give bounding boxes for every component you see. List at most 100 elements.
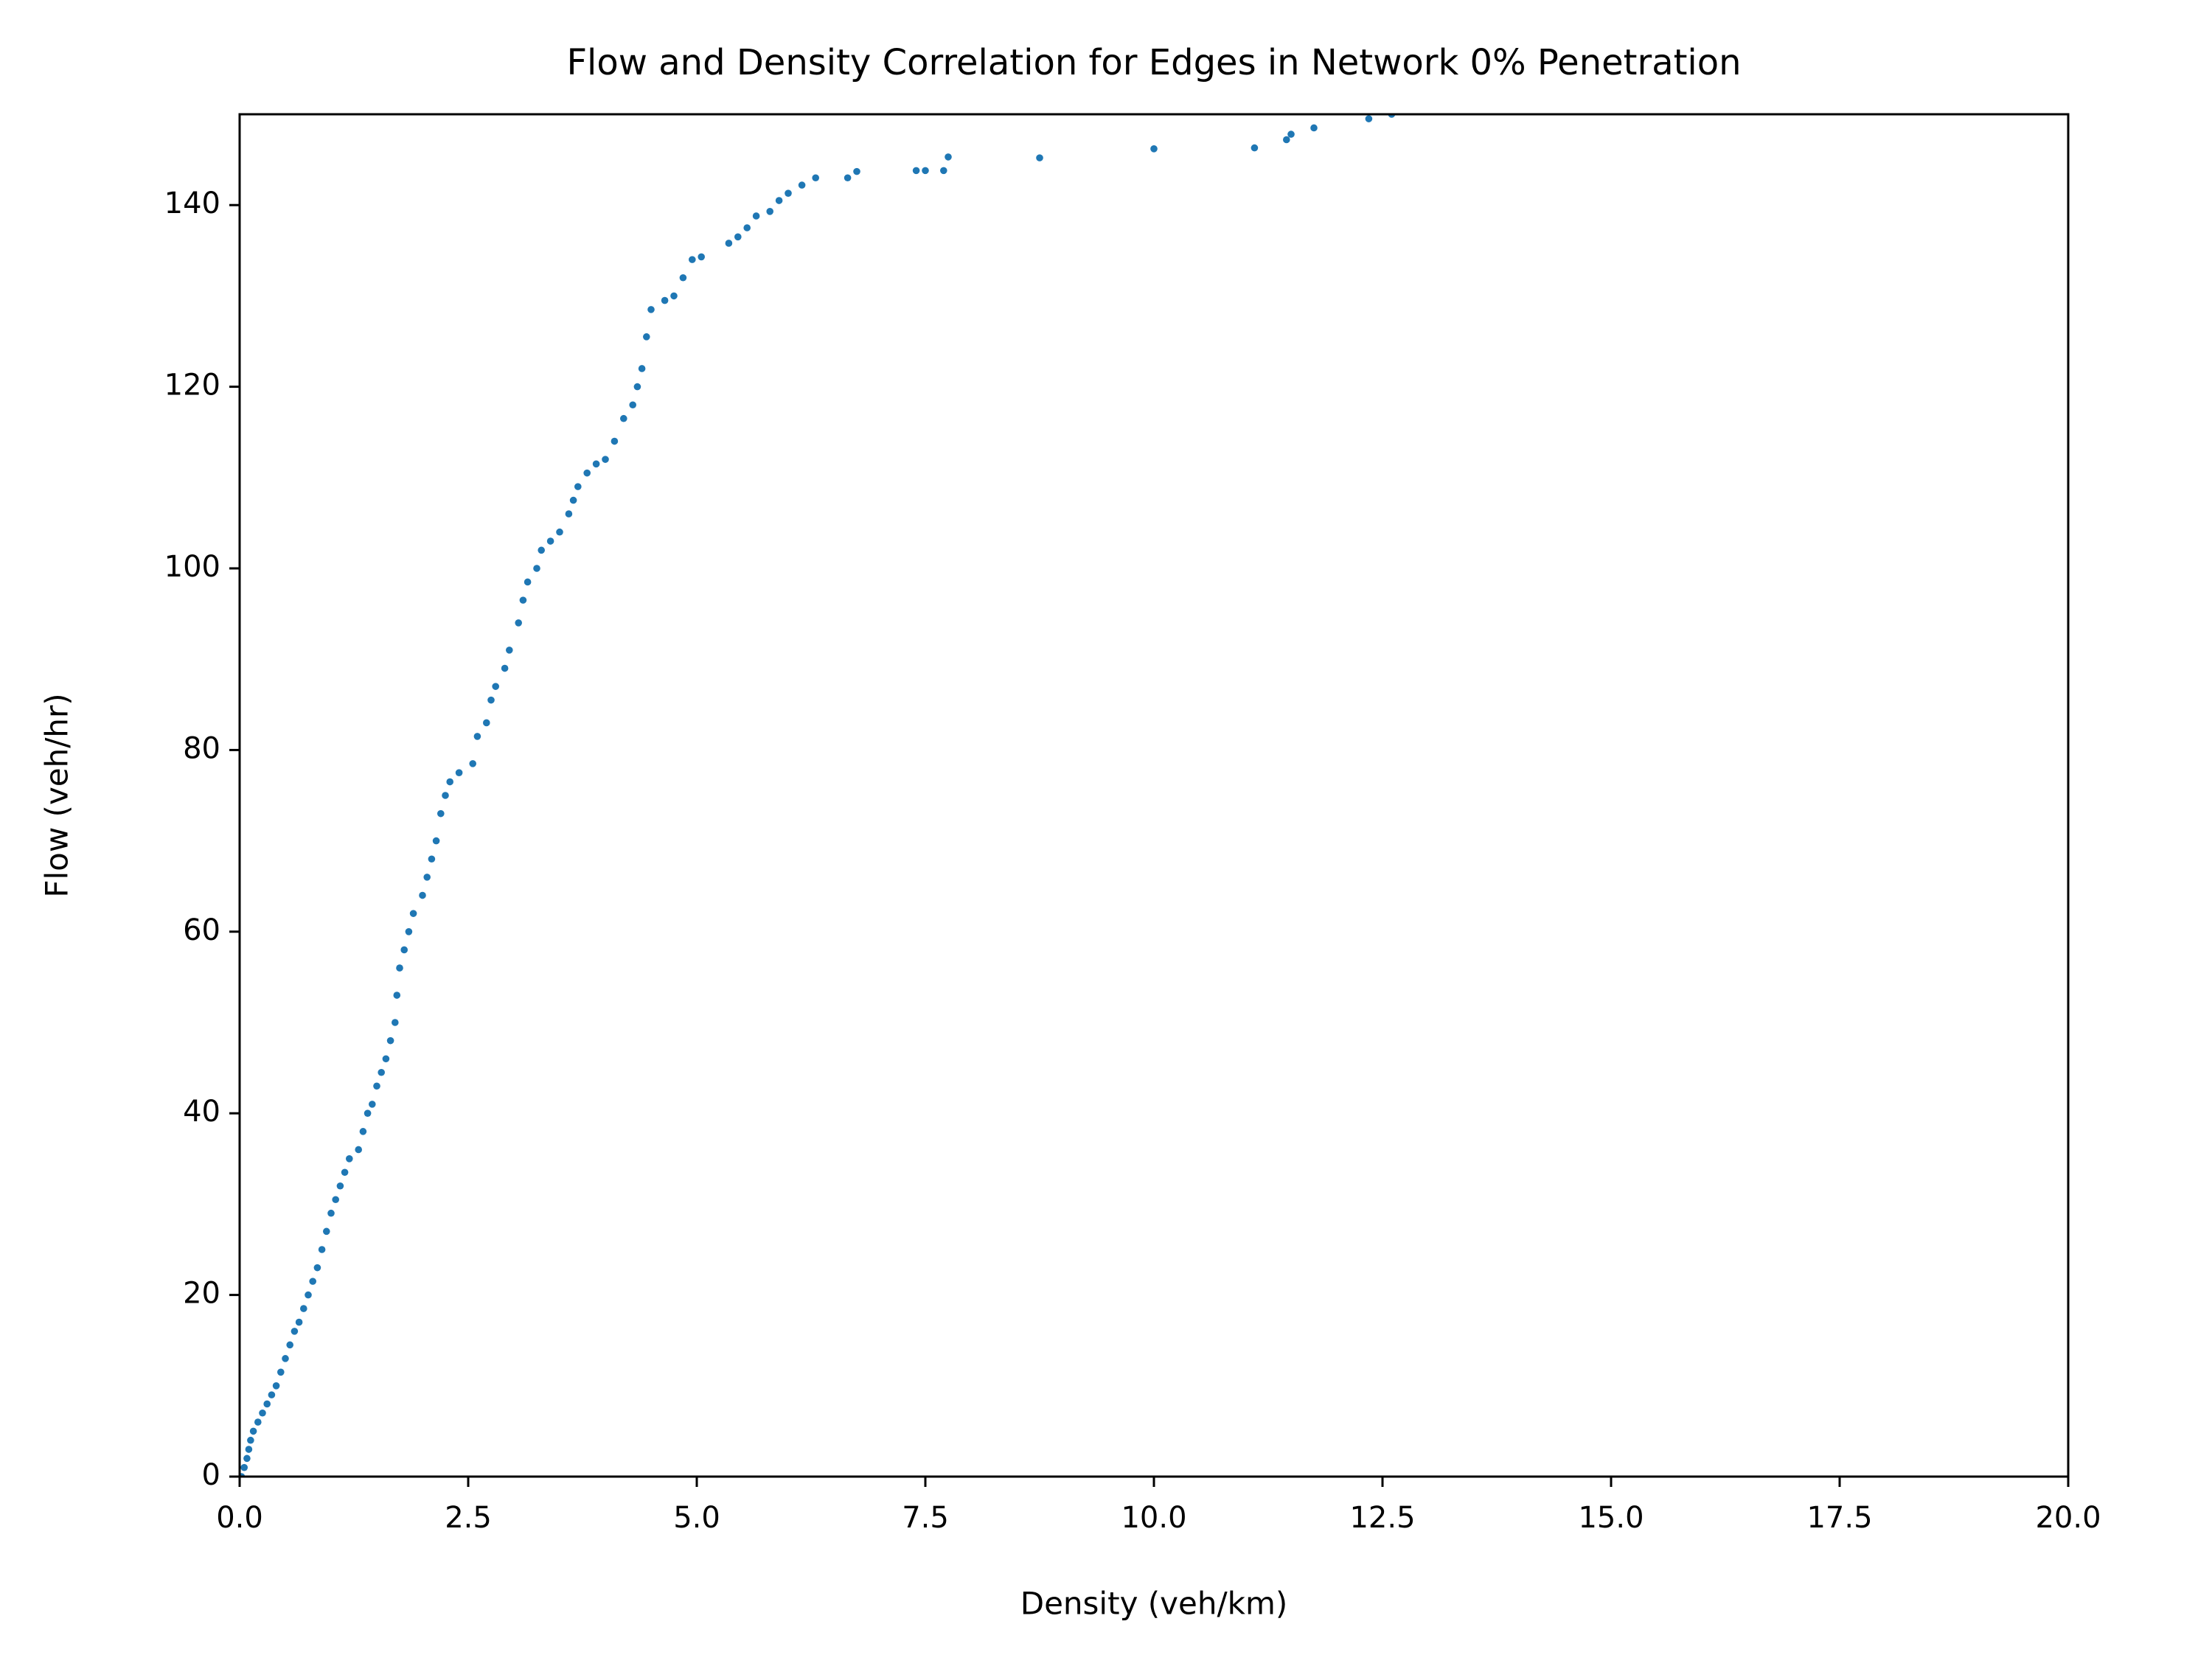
x-tick-label: 5.0 <box>673 1501 720 1535</box>
point <box>1287 130 1295 138</box>
point <box>1365 115 1373 122</box>
point <box>922 167 929 175</box>
points <box>240 114 1396 1477</box>
point <box>428 855 436 863</box>
point <box>602 456 609 463</box>
point <box>661 296 669 304</box>
point <box>556 528 563 536</box>
point <box>400 946 408 954</box>
y-tick-label: 140 <box>164 187 220 220</box>
point <box>409 910 417 917</box>
point <box>775 197 783 204</box>
x-tick-label: 10.0 <box>1121 1501 1186 1535</box>
point <box>583 469 591 477</box>
point <box>318 1246 326 1253</box>
point <box>254 1418 262 1426</box>
point <box>249 1427 257 1435</box>
point <box>611 437 619 445</box>
point <box>263 1400 271 1408</box>
point <box>282 1355 289 1362</box>
point <box>812 174 819 182</box>
point <box>565 510 573 518</box>
point <box>291 1328 299 1335</box>
point <box>798 181 806 189</box>
point <box>245 1446 253 1453</box>
x-tick-label: 12.5 <box>1349 1501 1415 1535</box>
x-tick-label: 7.5 <box>902 1501 949 1535</box>
x-tick-label: 15.0 <box>1578 1501 1644 1535</box>
point <box>392 1019 399 1026</box>
point <box>378 1068 385 1076</box>
point <box>670 292 678 300</box>
point <box>305 1291 312 1299</box>
point <box>912 167 920 175</box>
point <box>569 496 577 504</box>
y-tick-label: 80 <box>183 731 220 765</box>
point <box>437 809 445 818</box>
point <box>323 1227 330 1236</box>
point <box>469 760 476 767</box>
x-tick-label: 17.5 <box>1806 1501 1872 1535</box>
point <box>286 1341 294 1349</box>
point <box>620 414 627 422</box>
point <box>240 1463 248 1471</box>
point <box>419 891 426 899</box>
point <box>1283 136 1290 144</box>
y-axis-label: Flow (veh/hr) <box>39 693 75 897</box>
point <box>364 1109 372 1117</box>
point <box>734 233 742 241</box>
point <box>386 1036 394 1045</box>
point <box>752 212 760 220</box>
point <box>1150 145 1158 153</box>
point <box>313 1264 321 1272</box>
x-tick-label: 0.0 <box>216 1501 263 1535</box>
point <box>546 537 554 545</box>
point <box>492 683 499 690</box>
point <box>247 1436 254 1444</box>
plot-frame <box>238 113 2070 1478</box>
point <box>309 1278 317 1285</box>
point <box>396 964 403 972</box>
point <box>1310 124 1318 132</box>
point <box>785 189 792 197</box>
point <box>359 1128 367 1135</box>
point <box>487 696 495 704</box>
point <box>268 1391 276 1398</box>
point <box>945 153 952 161</box>
point <box>405 928 413 935</box>
point <box>455 769 463 776</box>
point <box>341 1168 349 1177</box>
point <box>346 1155 353 1163</box>
point <box>259 1409 266 1417</box>
point <box>629 401 636 409</box>
point <box>725 240 733 247</box>
point <box>679 273 687 282</box>
y-tick-label: 40 <box>183 1095 220 1129</box>
y-tick-label: 100 <box>164 550 220 584</box>
point <box>373 1082 380 1090</box>
point <box>336 1182 344 1190</box>
point <box>533 565 540 572</box>
point <box>432 837 440 845</box>
point <box>592 460 600 468</box>
point <box>243 1454 251 1463</box>
x-axis-label: Density (veh/km) <box>1020 1586 1288 1622</box>
chart-title: Flow and Density Correlation for Edges i… <box>566 42 1741 83</box>
point <box>743 224 751 231</box>
point <box>766 208 773 215</box>
point <box>519 596 527 604</box>
point <box>369 1101 376 1108</box>
point <box>295 1318 303 1326</box>
x-tick-label: 2.5 <box>445 1501 492 1535</box>
point <box>272 1382 280 1390</box>
point <box>473 733 481 740</box>
point <box>393 992 401 999</box>
y-tick-label: 20 <box>183 1277 220 1311</box>
point <box>940 167 947 175</box>
point <box>1251 144 1259 152</box>
point <box>638 365 646 372</box>
point <box>524 578 532 586</box>
point <box>698 253 705 261</box>
